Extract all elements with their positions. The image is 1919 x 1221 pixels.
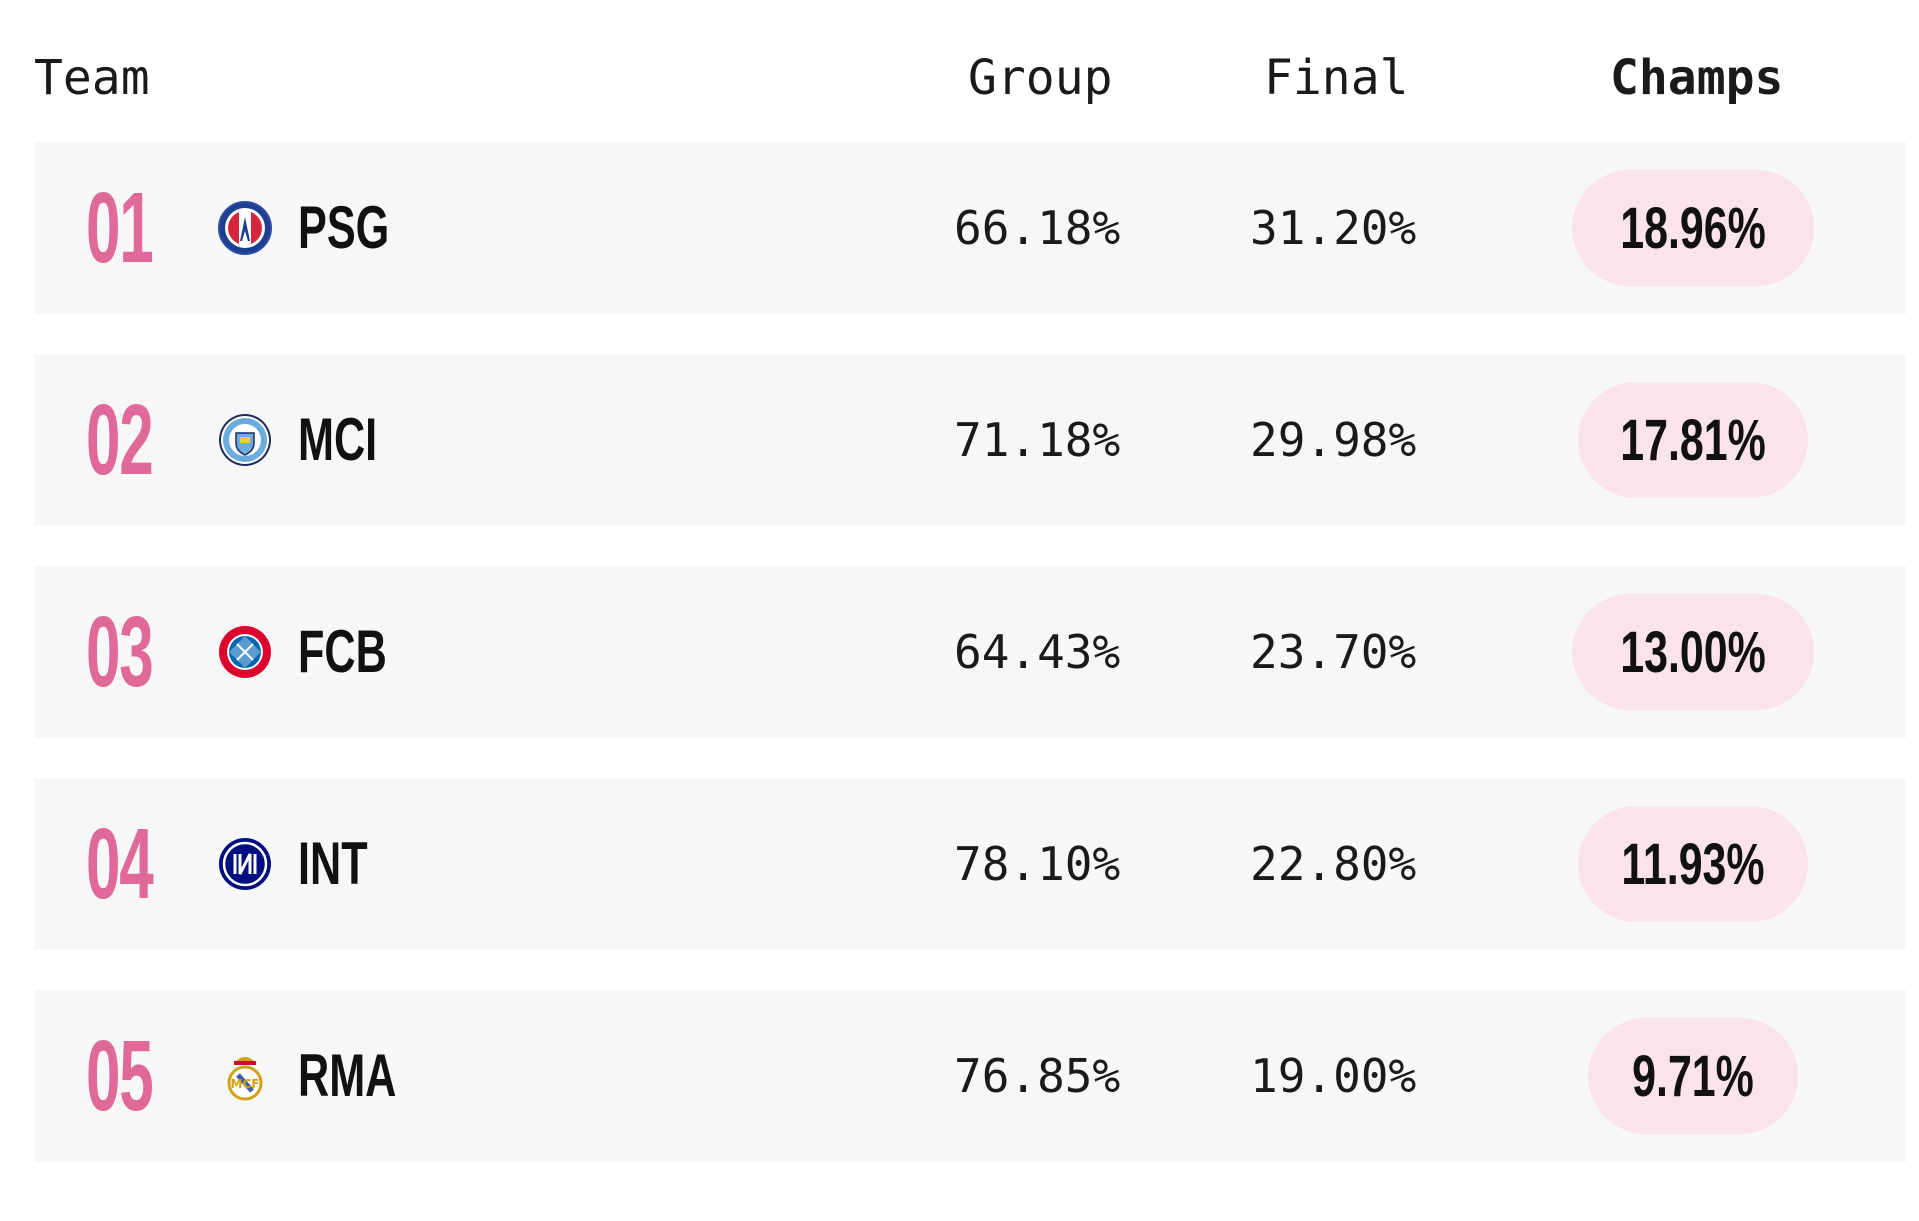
champs-probability: 11.93%	[1621, 832, 1765, 897]
rank-number: 02	[86, 384, 154, 496]
header-group[interactable]: Group	[968, 50, 1113, 106]
table-header: Team Group Final Champs	[0, 0, 1919, 140]
int-crest-icon	[219, 838, 271, 890]
table-row[interactable]: 02 MCI 71.18% 29.98% 17.81%	[34, 354, 1906, 526]
team-abbr: MCI	[298, 406, 378, 473]
champs-probability: 17.81%	[1620, 408, 1766, 473]
team-abbr: FCB	[298, 618, 387, 685]
rank-number: 03	[86, 596, 154, 708]
svg-text:MCF: MCF	[231, 1077, 260, 1091]
rank-number: 05	[86, 1020, 154, 1132]
team-abbr: RMA	[298, 1042, 397, 1109]
champs-probability: 9.71%	[1632, 1044, 1754, 1109]
header-champs[interactable]: Champs	[1610, 50, 1784, 106]
group-probability: 76.85%	[954, 1049, 1121, 1103]
table-row[interactable]: 04 INT 78.10% 22.80% 11.93%	[34, 778, 1906, 950]
champs-pill: 17.81%	[1578, 382, 1808, 498]
champs-pill: 11.93%	[1578, 806, 1808, 922]
final-probability: 29.98%	[1250, 413, 1417, 467]
header-final[interactable]: Final	[1264, 50, 1409, 106]
champs-pill: 13.00%	[1572, 594, 1814, 710]
champs-probability: 13.00%	[1620, 620, 1766, 685]
final-probability: 22.80%	[1250, 837, 1417, 891]
team-abbr: PSG	[298, 194, 390, 261]
table-row[interactable]: 05 MCF RMA 76.85% 19.00% 9.71%	[34, 990, 1906, 1162]
team-abbr: INT	[298, 830, 368, 897]
table-row[interactable]: 01 PSG 66.18% 31.20% 18.96%	[34, 142, 1906, 314]
final-probability: 19.00%	[1250, 1049, 1417, 1103]
header-team[interactable]: Team	[34, 50, 150, 106]
group-probability: 66.18%	[954, 201, 1121, 255]
table-row[interactable]: 03 FCB 64.43% 23.70% 13.00%	[34, 566, 1906, 738]
psg-crest-icon	[218, 201, 272, 255]
champs-pill: 18.96%	[1572, 170, 1814, 286]
final-probability: 31.20%	[1250, 201, 1417, 255]
mci-crest-icon	[219, 414, 271, 466]
champs-pill: 9.71%	[1588, 1018, 1798, 1134]
rank-number: 04	[86, 808, 154, 920]
final-probability: 23.70%	[1250, 625, 1417, 679]
group-probability: 71.18%	[954, 413, 1121, 467]
fcb-crest-icon	[219, 626, 271, 678]
rank-number: 01	[86, 172, 154, 284]
group-probability: 78.10%	[954, 837, 1121, 891]
champs-probability: 18.96%	[1620, 196, 1766, 261]
rma-crest-icon: MCF	[227, 1057, 263, 1101]
group-probability: 64.43%	[954, 625, 1121, 679]
